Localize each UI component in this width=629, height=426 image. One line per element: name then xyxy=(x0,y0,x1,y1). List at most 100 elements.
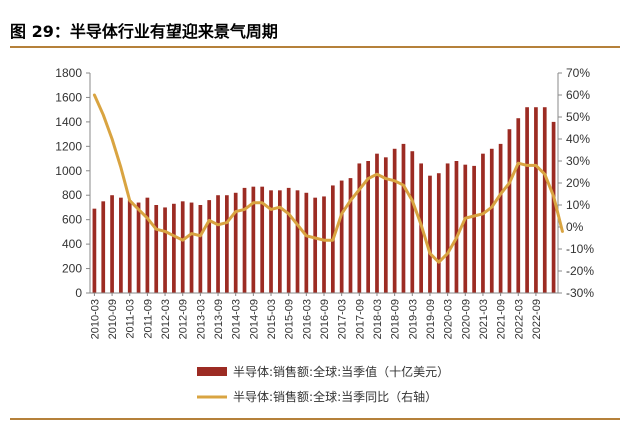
bar-mark xyxy=(260,186,265,293)
right-tick-label: 10% xyxy=(566,198,590,212)
bar-mark xyxy=(304,192,309,293)
x-tick-label: 2010-09 xyxy=(107,299,119,339)
bar-mark xyxy=(225,195,229,293)
bar-mark xyxy=(454,161,459,293)
right-tick-label: 40% xyxy=(566,132,590,146)
x-tick-label: 2018-03 xyxy=(372,299,384,339)
bar-mark xyxy=(295,190,300,293)
bar-mark xyxy=(207,200,212,293)
bar-mark xyxy=(339,180,344,293)
bar-mark xyxy=(489,148,494,293)
bar-mark xyxy=(110,195,114,293)
right-tick-label: 70% xyxy=(566,66,590,80)
bar-mark xyxy=(428,175,432,293)
x-tick-label: 2021-03 xyxy=(478,299,490,339)
right-tick-label: -30% xyxy=(566,286,594,300)
bar-mark xyxy=(445,163,450,293)
x-tick-label: 2012-09 xyxy=(178,299,190,339)
right-tick-label: 0% xyxy=(566,220,584,234)
bar-mark xyxy=(172,203,176,293)
x-tick-label: 2010-03 xyxy=(89,299,101,339)
bar-mark xyxy=(348,178,353,293)
x-tick-label: 2014-03 xyxy=(231,299,243,339)
x-tick-label: 2011-09 xyxy=(142,299,154,339)
right-tick-label: 60% xyxy=(566,88,590,102)
x-tick-label: 2012-03 xyxy=(160,299,172,339)
bar-mark xyxy=(542,107,547,293)
bar-mark xyxy=(507,129,512,293)
axes: 0 200 400 600 800 1000 1200 1400 1600 1800 -30% -20… xyxy=(55,66,594,339)
x-tick-label: 2019-09 xyxy=(425,299,437,339)
line-series xyxy=(92,93,564,264)
left-tick-label: 0 xyxy=(75,286,82,300)
bar-mark xyxy=(136,202,141,293)
bar-mark xyxy=(189,202,194,293)
x-tick-label: 2017-09 xyxy=(354,299,366,339)
bar-mark xyxy=(154,205,159,293)
legend-line-label: 半导体:销售额:全球:当季同比（右轴） xyxy=(233,389,437,404)
legend-bar-swatch xyxy=(197,367,227,376)
figure-title: 图 29：半导体行业有望迎来景气周期 xyxy=(10,22,278,41)
bar-mark xyxy=(269,190,273,293)
bar-mark xyxy=(383,157,388,293)
x-tick-label: 2014-09 xyxy=(248,299,260,339)
x-tick-label: 2019-03 xyxy=(407,299,419,339)
bottom-rule xyxy=(10,418,620,420)
bar-mark xyxy=(375,153,379,293)
bar-mark xyxy=(286,187,291,293)
bar-mark xyxy=(163,207,167,293)
bar-mark xyxy=(92,208,97,293)
x-tick-label: 2017-03 xyxy=(337,299,349,339)
bar-mark xyxy=(401,143,406,293)
x-tick-label: 2013-09 xyxy=(213,299,225,339)
right-tick-label: 30% xyxy=(566,154,590,168)
bar-mark xyxy=(357,163,362,293)
left-tick-label: 1600 xyxy=(55,90,82,104)
bar-mark xyxy=(516,118,521,293)
x-tick-label: 2015-09 xyxy=(284,299,296,339)
x-tick-label: 2011-03 xyxy=(125,299,137,339)
yoy-line xyxy=(92,93,564,264)
bar-mark xyxy=(145,197,150,293)
x-tick-label: 2016-09 xyxy=(319,299,331,339)
bar-mark xyxy=(277,190,282,293)
left-tick-label: 1200 xyxy=(55,139,82,153)
bar-mark xyxy=(366,161,371,293)
x-tick-label: 2018-09 xyxy=(390,299,402,339)
bar-mark xyxy=(198,205,203,293)
x-tick-label: 2022-03 xyxy=(513,299,525,339)
right-tick-label: -20% xyxy=(566,264,594,278)
bar-mark xyxy=(534,107,538,293)
legend: 半导体:销售额:全球:当季值（十亿美元） 半导体:销售额:全球:当季同比（右轴） xyxy=(197,364,449,404)
top-rule xyxy=(10,46,620,48)
bar-series xyxy=(92,107,556,293)
bar-mark xyxy=(472,165,476,293)
x-tick-label: 2020-09 xyxy=(460,299,472,339)
bar-mark xyxy=(242,187,247,293)
bar-mark xyxy=(216,195,220,293)
left-tick-label: 800 xyxy=(62,188,82,202)
bar-mark xyxy=(313,197,318,293)
left-tick-label: 600 xyxy=(62,213,82,227)
legend-bar-label: 半导体:销售额:全球:当季值（十亿美元） xyxy=(233,364,449,379)
x-tick-label: 2015-03 xyxy=(266,299,278,339)
right-tick-label: 50% xyxy=(566,110,590,124)
x-tick-label: 2013-03 xyxy=(195,299,207,339)
bar-mark xyxy=(392,148,397,293)
bar-mark xyxy=(251,186,256,293)
left-tick-label: 1400 xyxy=(55,115,82,129)
bar-mark xyxy=(119,197,123,293)
bar-mark xyxy=(525,107,529,293)
bar-mark xyxy=(101,201,106,293)
x-tick-label: 2021-09 xyxy=(496,299,508,339)
bar-mark xyxy=(233,192,238,293)
bar-mark xyxy=(436,173,441,293)
bar-mark xyxy=(180,201,185,293)
left-tick-label: 1000 xyxy=(55,164,82,178)
x-tick-label: 2020-03 xyxy=(443,299,455,339)
bar-mark xyxy=(410,151,415,293)
bar-mark xyxy=(463,164,468,293)
left-tick-label: 200 xyxy=(62,262,82,276)
bar-mark xyxy=(127,200,132,293)
